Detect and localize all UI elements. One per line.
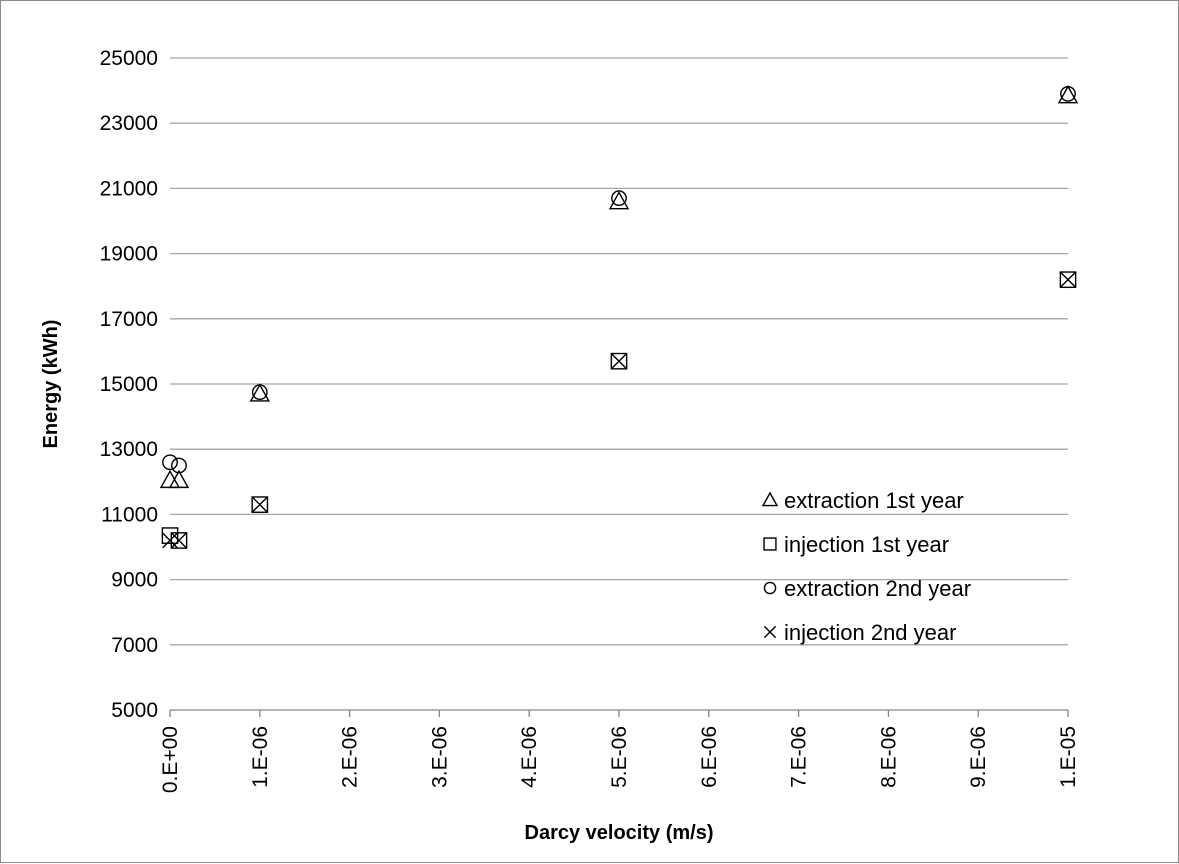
y-axis-title: Energy (kWh) bbox=[40, 320, 62, 449]
data-point-triangle bbox=[608, 190, 630, 210]
data-point-x bbox=[162, 532, 178, 549]
y-tick-label: 9000 bbox=[111, 569, 158, 592]
data-point-square bbox=[170, 532, 188, 549]
data-point-x bbox=[252, 496, 268, 513]
y-tick-label: 17000 bbox=[100, 308, 158, 331]
data-point-x bbox=[1060, 271, 1076, 288]
x-tick-label: 6.E-06 bbox=[698, 726, 721, 788]
data-point-square bbox=[161, 527, 179, 544]
legend-label: extraction 1st year bbox=[784, 488, 964, 513]
y-tick-label: 5000 bbox=[111, 699, 158, 722]
data-point-triangle bbox=[1057, 85, 1079, 104]
y-tick-label: 7000 bbox=[111, 634, 158, 657]
legend-marker-x bbox=[763, 625, 777, 639]
y-tick-label: 13000 bbox=[100, 438, 158, 461]
data-point-x bbox=[611, 353, 627, 369]
x-tick-label: 2.E-06 bbox=[339, 726, 362, 788]
data-point-square bbox=[610, 352, 628, 370]
x-tick-label: 1.E-05 bbox=[1057, 726, 1080, 788]
y-tick-label: 25000 bbox=[100, 47, 158, 70]
x-tick-label: 8.E-06 bbox=[877, 726, 900, 788]
y-tick-label: 11000 bbox=[101, 503, 158, 526]
legend-label: injection 2nd year bbox=[784, 620, 956, 645]
y-tick-label: 21000 bbox=[100, 177, 158, 200]
legend-marker-triangle bbox=[761, 491, 779, 507]
x-tick-label: 5.E-06 bbox=[608, 726, 631, 788]
data-point-circle bbox=[171, 457, 187, 474]
data-point-triangle bbox=[168, 469, 190, 489]
data-point-triangle bbox=[159, 469, 181, 489]
y-tick-label: 15000 bbox=[100, 373, 158, 396]
data-point-x bbox=[171, 532, 187, 549]
data-point-square bbox=[251, 496, 269, 513]
x-tick-label: 7.E-06 bbox=[788, 726, 811, 788]
data-point-square bbox=[1059, 271, 1077, 289]
x-axis-title: Darcy velocity (m/s) bbox=[525, 822, 714, 844]
legend-label: extraction 2nd year bbox=[784, 576, 971, 601]
x-tick-label: 3.E-06 bbox=[428, 726, 451, 788]
x-tick-label: 4.E-06 bbox=[518, 726, 541, 788]
legend-marker-circle bbox=[763, 581, 777, 595]
x-tick-label: 0.E+00 bbox=[159, 726, 182, 793]
data-point-triangle bbox=[249, 383, 270, 402]
data-point-circle bbox=[1060, 85, 1076, 102]
data-point-circle bbox=[251, 384, 268, 401]
data-point-circle bbox=[162, 454, 178, 471]
legend-marker-square bbox=[763, 537, 777, 551]
data-point-circle bbox=[611, 190, 627, 207]
legend-label: injection 1st year bbox=[784, 532, 949, 557]
y-tick-label: 23000 bbox=[100, 112, 158, 135]
y-tick-label: 19000 bbox=[100, 243, 158, 266]
x-tick-label: 1.E-06 bbox=[249, 726, 272, 788]
x-tick-label: 9.E-06 bbox=[967, 726, 990, 788]
